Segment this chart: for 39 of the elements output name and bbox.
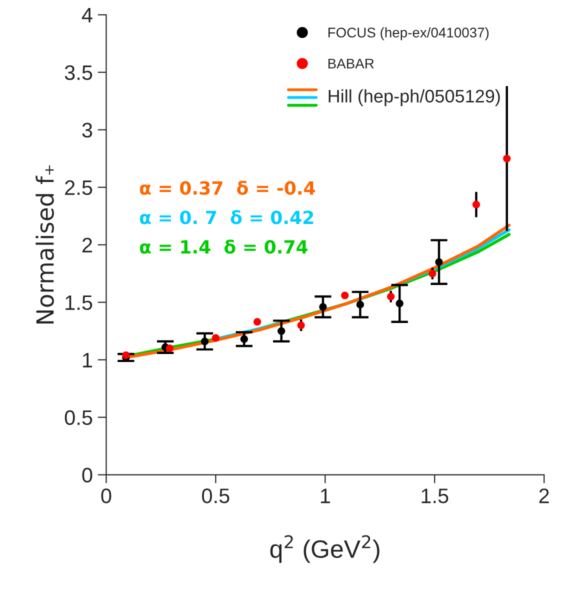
point [356, 300, 364, 308]
point [341, 292, 349, 300]
x-tick-label: 2 [539, 488, 549, 504]
point [435, 258, 443, 266]
text: α = 0.37 δ = -0.4 [140, 180, 316, 195]
point [387, 292, 395, 300]
point [122, 351, 130, 359]
annotation: Hill (hep-ph/0505129) [328, 89, 500, 106]
y-tick-label: 2.5 [65, 180, 92, 196]
point [166, 344, 174, 352]
y-tick-label: 3 [82, 122, 92, 138]
point [396, 300, 404, 308]
text: α = 1.4 δ = 0.74 [140, 240, 308, 254]
x-axis-title: q$^{2}$ (GeV$^{2}$) [270, 535, 380, 563]
point [212, 334, 220, 342]
y-tick-label: 4 [82, 8, 92, 22]
point [253, 318, 262, 326]
x-tick-label: 1.5 [422, 488, 448, 504]
point [278, 327, 286, 335]
y-axis-title: Normalised f₊ [36, 165, 54, 324]
y-tick-label: 0 [82, 468, 92, 483]
point [297, 321, 305, 330]
legend-label: FOCUS (hep-ex/0410037) [328, 27, 489, 40]
x-tick-label: 1 [320, 488, 330, 504]
point [319, 303, 327, 311]
y-tick-label: 3.5 [64, 65, 92, 80]
point [503, 154, 511, 162]
point [240, 335, 248, 343]
point [200, 338, 209, 346]
y-tick-label: 2 [82, 238, 92, 252]
legend-label: BABAR [328, 58, 374, 68]
y-tick-label: 1.5 [66, 296, 92, 310]
x-tick-label: 0.5 [202, 488, 230, 504]
x-tick-label: 0 [101, 488, 112, 504]
y-tick-label: 1 [83, 353, 92, 368]
text: α = 0. 7 δ = 0.42 [140, 210, 314, 224]
y-tick-label: 0.5 [64, 410, 92, 426]
point [428, 270, 436, 278]
point [472, 200, 480, 208]
